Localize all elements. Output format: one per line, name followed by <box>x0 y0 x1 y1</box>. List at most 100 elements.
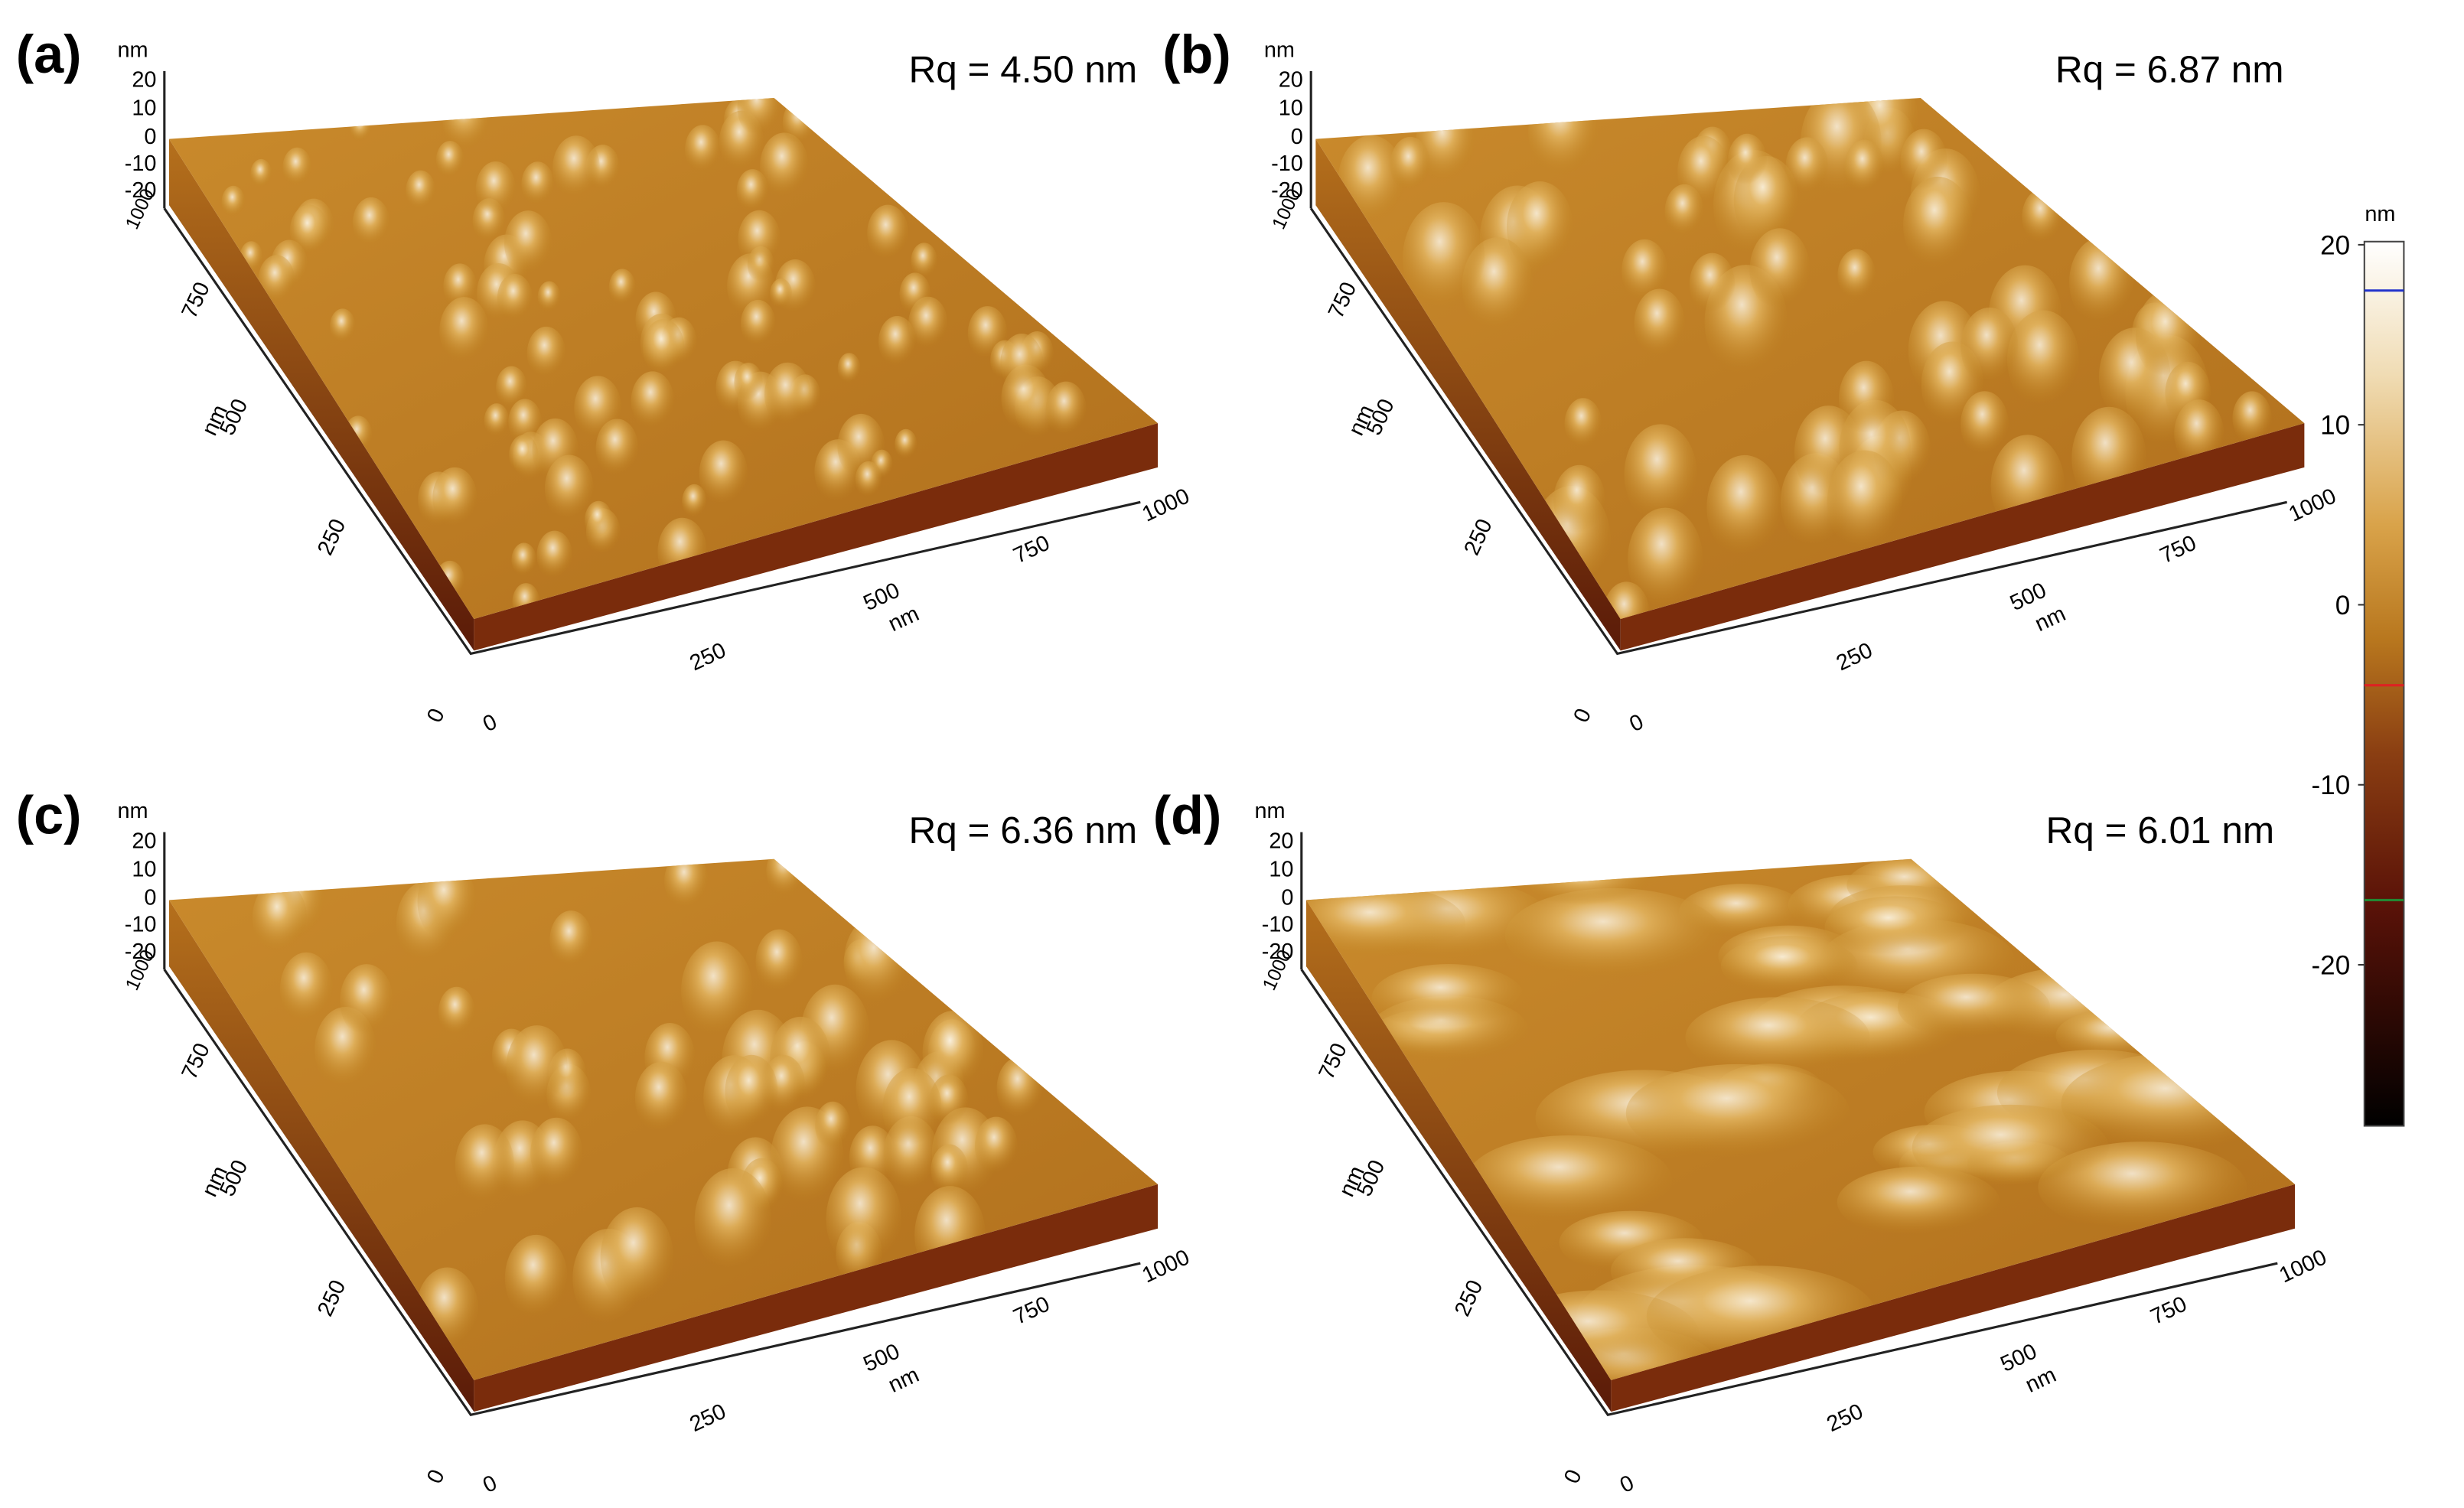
surface-peak <box>455 1124 514 1206</box>
surface-peak <box>2135 289 2202 380</box>
surface-peak <box>1045 381 1087 438</box>
x-unit: nm <box>2022 1363 2060 1398</box>
surface-peak <box>1634 288 1685 359</box>
surface-peak <box>432 467 477 529</box>
z-unit: nm <box>117 37 148 62</box>
surface-peak <box>508 399 542 445</box>
surface-peak <box>289 204 328 258</box>
surface-peak <box>330 308 356 344</box>
surface-peak <box>1720 936 1858 996</box>
panel-label: (d) <box>1153 785 1222 845</box>
surface-peak <box>734 363 763 402</box>
surface-peak <box>350 112 372 143</box>
surface-peak <box>1506 181 1573 273</box>
surface-peak <box>770 278 793 309</box>
surface-peak <box>552 135 600 201</box>
surface-peak <box>740 299 776 348</box>
x-tick-label: 1000 <box>2285 484 2340 526</box>
x-unit: nm <box>2031 601 2069 637</box>
y-tick-label: 750 <box>178 1040 215 1083</box>
surface-peak <box>475 161 517 217</box>
surface-peak <box>536 530 573 580</box>
surface-peak <box>1827 450 1902 554</box>
surface-peak <box>1306 885 1466 962</box>
z-tick-label: -10 <box>125 151 157 176</box>
surface-peak <box>608 269 636 306</box>
y-tick-label: 250 <box>1459 515 1497 559</box>
surface-peak <box>1903 176 1973 272</box>
surface-peak <box>815 1101 851 1151</box>
y-tick-label: 750 <box>178 278 215 322</box>
surface-peak <box>1838 360 1895 437</box>
surface-peak <box>681 941 753 1041</box>
surface-peak <box>1528 97 1599 181</box>
colorbar-tick-label: -20 <box>2312 950 2351 980</box>
surface-peak <box>1685 997 1870 1078</box>
surface-peak <box>737 97 781 138</box>
colorbar-gradient <box>2363 240 2405 1127</box>
surface-peak <box>1785 137 1829 196</box>
surface-peak <box>282 147 312 187</box>
surface-peak <box>584 500 613 539</box>
surface-peak <box>2061 1053 2293 1155</box>
x-tick-label: 0 <box>1616 1471 1638 1498</box>
surface-peak <box>221 185 246 219</box>
surface-peak <box>1465 1135 1673 1226</box>
afm-panel: (d) Rq = 6.01 nmnm20100-10-20100075050025… <box>1153 785 2331 1498</box>
surface-wall <box>1306 900 1612 1412</box>
surface-wall <box>1315 138 1621 651</box>
z-tick-label: 0 <box>1281 886 1293 910</box>
z-tick-label: 20 <box>132 829 156 853</box>
surface-peak <box>1000 334 1044 393</box>
surface-peak <box>258 255 295 305</box>
x-tick-label: 1000 <box>2276 1245 2331 1288</box>
surface-peak <box>1960 307 2019 386</box>
surface-peak <box>682 484 707 519</box>
surface-peak <box>340 964 393 1037</box>
surface-wall <box>1620 423 2305 651</box>
colorbar-tick-label: 10 <box>2320 411 2350 441</box>
surface-peak <box>974 1116 1018 1176</box>
y-tick-label: 750 <box>1324 278 1361 322</box>
surface-peak <box>250 158 272 189</box>
surface-peak <box>685 125 721 174</box>
surface-peak <box>867 204 909 262</box>
x-tick-label: 750 <box>2156 531 2200 568</box>
surface-peak <box>1749 228 1811 311</box>
surface-peak <box>664 858 709 911</box>
panel-label: (a) <box>16 24 82 84</box>
surface-peak <box>417 861 477 943</box>
surface-wall <box>169 138 474 651</box>
surface-peak <box>1371 963 1525 1031</box>
afm-panel: (a) Rq = 4.50 nmnm20100-10-20100075050025… <box>16 24 1194 737</box>
surface-peak <box>1664 184 1704 239</box>
afm-panel: (c) Rq = 6.36 nmnm20100-10-20100075050025… <box>16 785 1194 1498</box>
surface-peak <box>504 210 552 276</box>
y-tick-label: 250 <box>313 515 350 559</box>
z-tick-label: 10 <box>132 857 156 881</box>
z-tick-label: 10 <box>1279 96 1303 121</box>
surface-peak <box>511 542 537 578</box>
x-tick-label: 0 <box>1626 709 1648 737</box>
surface-peak <box>484 403 510 438</box>
surface-peak <box>911 243 938 279</box>
surface-wall <box>169 900 474 1412</box>
surface-peak <box>526 326 566 380</box>
z-tick-label: 10 <box>1269 857 1293 881</box>
surface-peak <box>922 1011 984 1095</box>
z-tick-label: -10 <box>1271 151 1303 176</box>
x-tick-label: 750 <box>2147 1291 2191 1329</box>
surface-peak <box>1844 139 1885 194</box>
surface-peak <box>699 440 748 507</box>
surface-peak <box>634 1061 688 1135</box>
axis-line <box>163 207 1141 656</box>
surface-peak <box>530 1117 583 1190</box>
x-tick-label: 0 <box>479 709 500 737</box>
surface-features <box>1306 858 2293 1380</box>
surface-peak <box>899 272 931 316</box>
x-unit: nm <box>885 601 923 637</box>
surface-peak <box>755 929 803 994</box>
z-tick-label: 20 <box>1269 829 1293 853</box>
surface-wall <box>474 423 1158 651</box>
